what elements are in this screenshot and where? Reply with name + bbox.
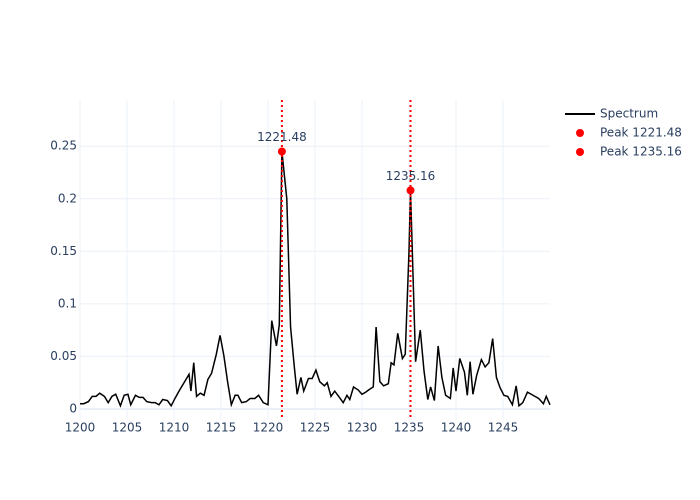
x-tick-label: 1235: [394, 421, 425, 435]
x-tick-label: 1230: [347, 421, 378, 435]
legend-label: Spectrum: [600, 107, 658, 121]
peak-annotation: 1235.16: [386, 169, 436, 183]
y-tick-label: 0.25: [50, 139, 77, 153]
y-tick-label: 0.1: [58, 296, 77, 310]
x-tick-label: 1215: [206, 421, 237, 435]
peak-marker: [277, 147, 286, 156]
legend-label: Peak 1221.48: [600, 126, 682, 140]
spectrum-line: [80, 151, 551, 408]
x-tick-label: 1220: [253, 421, 284, 435]
y-tick-label: 0.05: [50, 349, 77, 363]
peak-annotation: 1221.48: [257, 130, 307, 144]
x-tick-label: 1205: [112, 421, 143, 435]
x-tick-label: 1225: [300, 421, 331, 435]
y-tick-label: 0: [69, 401, 77, 415]
legend-swatch: [576, 129, 584, 137]
legend-swatch: [576, 148, 584, 156]
peak-marker: [406, 186, 415, 195]
x-tick-label: 1240: [441, 421, 472, 435]
y-tick-label: 0.15: [50, 244, 77, 258]
x-tick-label: 1210: [159, 421, 190, 435]
x-tick-label: 1200: [65, 421, 96, 435]
y-tick-label: 0.2: [58, 191, 77, 205]
legend-label: Peak 1235.16: [600, 145, 682, 159]
x-tick-label: 1245: [488, 421, 519, 435]
